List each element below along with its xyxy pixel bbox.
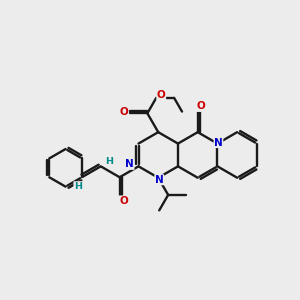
Text: H: H: [74, 182, 82, 191]
Text: N: N: [155, 175, 164, 185]
Text: N: N: [125, 159, 134, 170]
Text: N: N: [214, 138, 223, 148]
Text: O: O: [157, 90, 166, 100]
Text: O: O: [119, 196, 128, 206]
Text: O: O: [196, 101, 205, 111]
Text: H: H: [105, 157, 113, 166]
Text: O: O: [119, 107, 128, 117]
